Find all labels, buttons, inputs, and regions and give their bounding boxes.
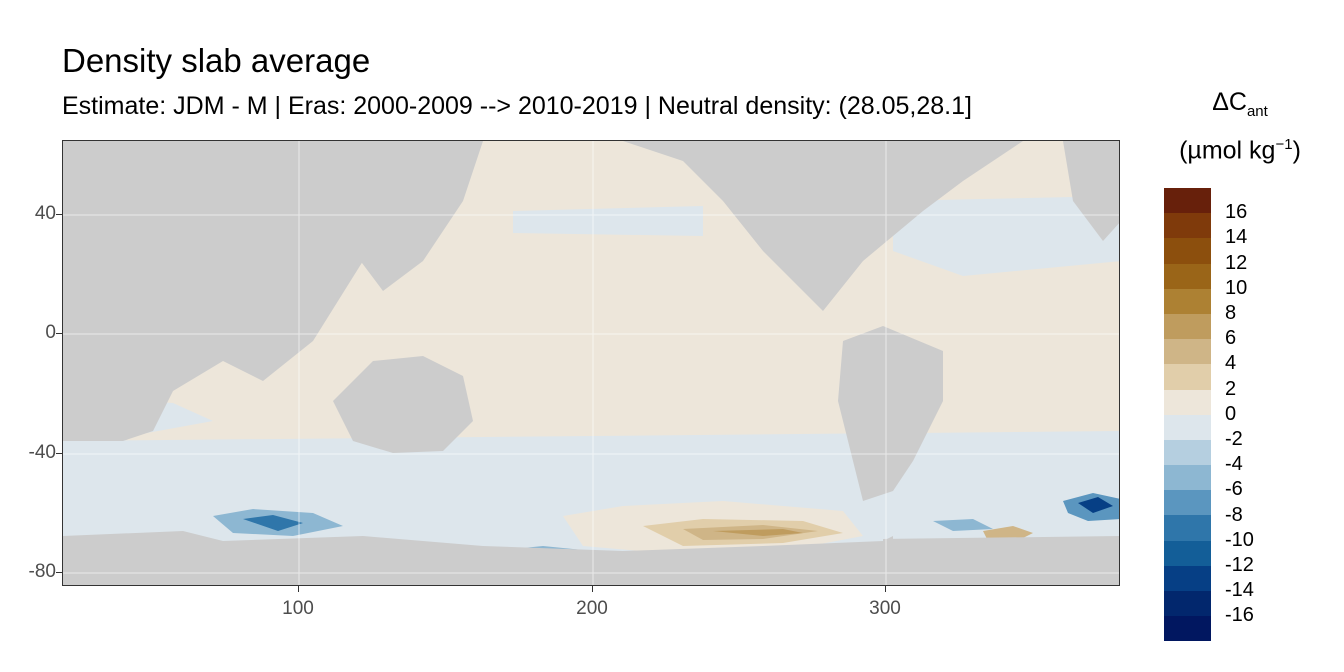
legend-title-line2: (µmol kg−1) xyxy=(1179,136,1301,165)
legend-label: 4 xyxy=(1225,352,1237,375)
positive-anomaly-inner xyxy=(713,529,803,536)
legend-swatch xyxy=(1164,364,1211,390)
north-atlantic-band xyxy=(893,196,1119,276)
north-pacific-band xyxy=(513,206,703,236)
legend-label: -4 xyxy=(1225,453,1243,476)
gridlines xyxy=(63,141,1119,585)
y-tick-mark xyxy=(56,572,62,573)
y-tick-label: -40 xyxy=(28,442,56,463)
y-tick-mark xyxy=(56,453,62,454)
legend-label: -6 xyxy=(1225,478,1243,501)
negative-anomaly-indian-core xyxy=(243,515,303,531)
land xyxy=(63,141,1119,585)
legend-swatch xyxy=(1164,288,1211,314)
legend-swatch xyxy=(1164,490,1211,516)
legend-swatch xyxy=(1164,238,1211,264)
plot-subtitle: Estimate: JDM - M | Eras: 2000-2009 --> … xyxy=(62,92,972,120)
legend-swatch xyxy=(1164,591,1211,617)
map-panel xyxy=(62,140,1120,586)
legend-swatch xyxy=(1164,339,1211,365)
x-tick-mark xyxy=(298,586,299,592)
legend-swatch xyxy=(1164,540,1211,566)
legend-label: -12 xyxy=(1225,554,1254,576)
legend-label: 8 xyxy=(1225,302,1237,324)
negative-anomaly-weddell-core xyxy=(1078,497,1113,513)
x-tick-label: 300 xyxy=(869,598,901,619)
plot-title: Density slab average xyxy=(62,42,371,79)
legend-label: -14 xyxy=(1225,579,1254,602)
legend-label: 6 xyxy=(1225,327,1237,350)
legend-swatch xyxy=(1164,565,1211,591)
legend-label: 2 xyxy=(1225,377,1237,400)
legend-label: 0 xyxy=(1225,402,1237,425)
legend-swatch xyxy=(1164,213,1211,239)
legend-label: 10 xyxy=(1225,276,1248,299)
legend-colorbar xyxy=(1164,188,1211,642)
legend-label: -8 xyxy=(1225,503,1243,526)
x-tick-mark xyxy=(885,586,886,592)
legend-label: 12 xyxy=(1225,251,1248,274)
legend-swatch xyxy=(1164,188,1211,214)
y-tick-label: 0 xyxy=(45,322,56,343)
legend-swatch xyxy=(1164,515,1211,541)
legend-label: -16 xyxy=(1225,604,1254,627)
legend-swatch xyxy=(1164,263,1211,289)
legend-swatch xyxy=(1164,414,1211,440)
legend-label: -2 xyxy=(1225,428,1243,450)
legend-swatch xyxy=(1164,465,1211,491)
legend-swatch xyxy=(1164,616,1211,642)
negative-anomaly-south-atlantic xyxy=(933,519,993,531)
legend-label: 16 xyxy=(1225,201,1248,224)
y-tick-label: 40 xyxy=(34,203,56,224)
map-svg xyxy=(63,141,1119,585)
legend-swatch xyxy=(1164,313,1211,340)
y-tick-label: -80 xyxy=(28,561,56,582)
x-tick-label: 100 xyxy=(282,598,314,619)
legend-swatch xyxy=(1164,439,1211,466)
x-tick-mark xyxy=(592,586,593,592)
legend-label: -10 xyxy=(1225,528,1254,551)
y-tick-mark xyxy=(56,214,62,215)
legend-title-line1: ΔCant xyxy=(1212,88,1268,120)
y-tick-mark xyxy=(56,333,62,334)
x-tick-label: 200 xyxy=(576,598,608,619)
legend-swatch xyxy=(1164,389,1211,415)
legend-label: 14 xyxy=(1225,226,1248,249)
